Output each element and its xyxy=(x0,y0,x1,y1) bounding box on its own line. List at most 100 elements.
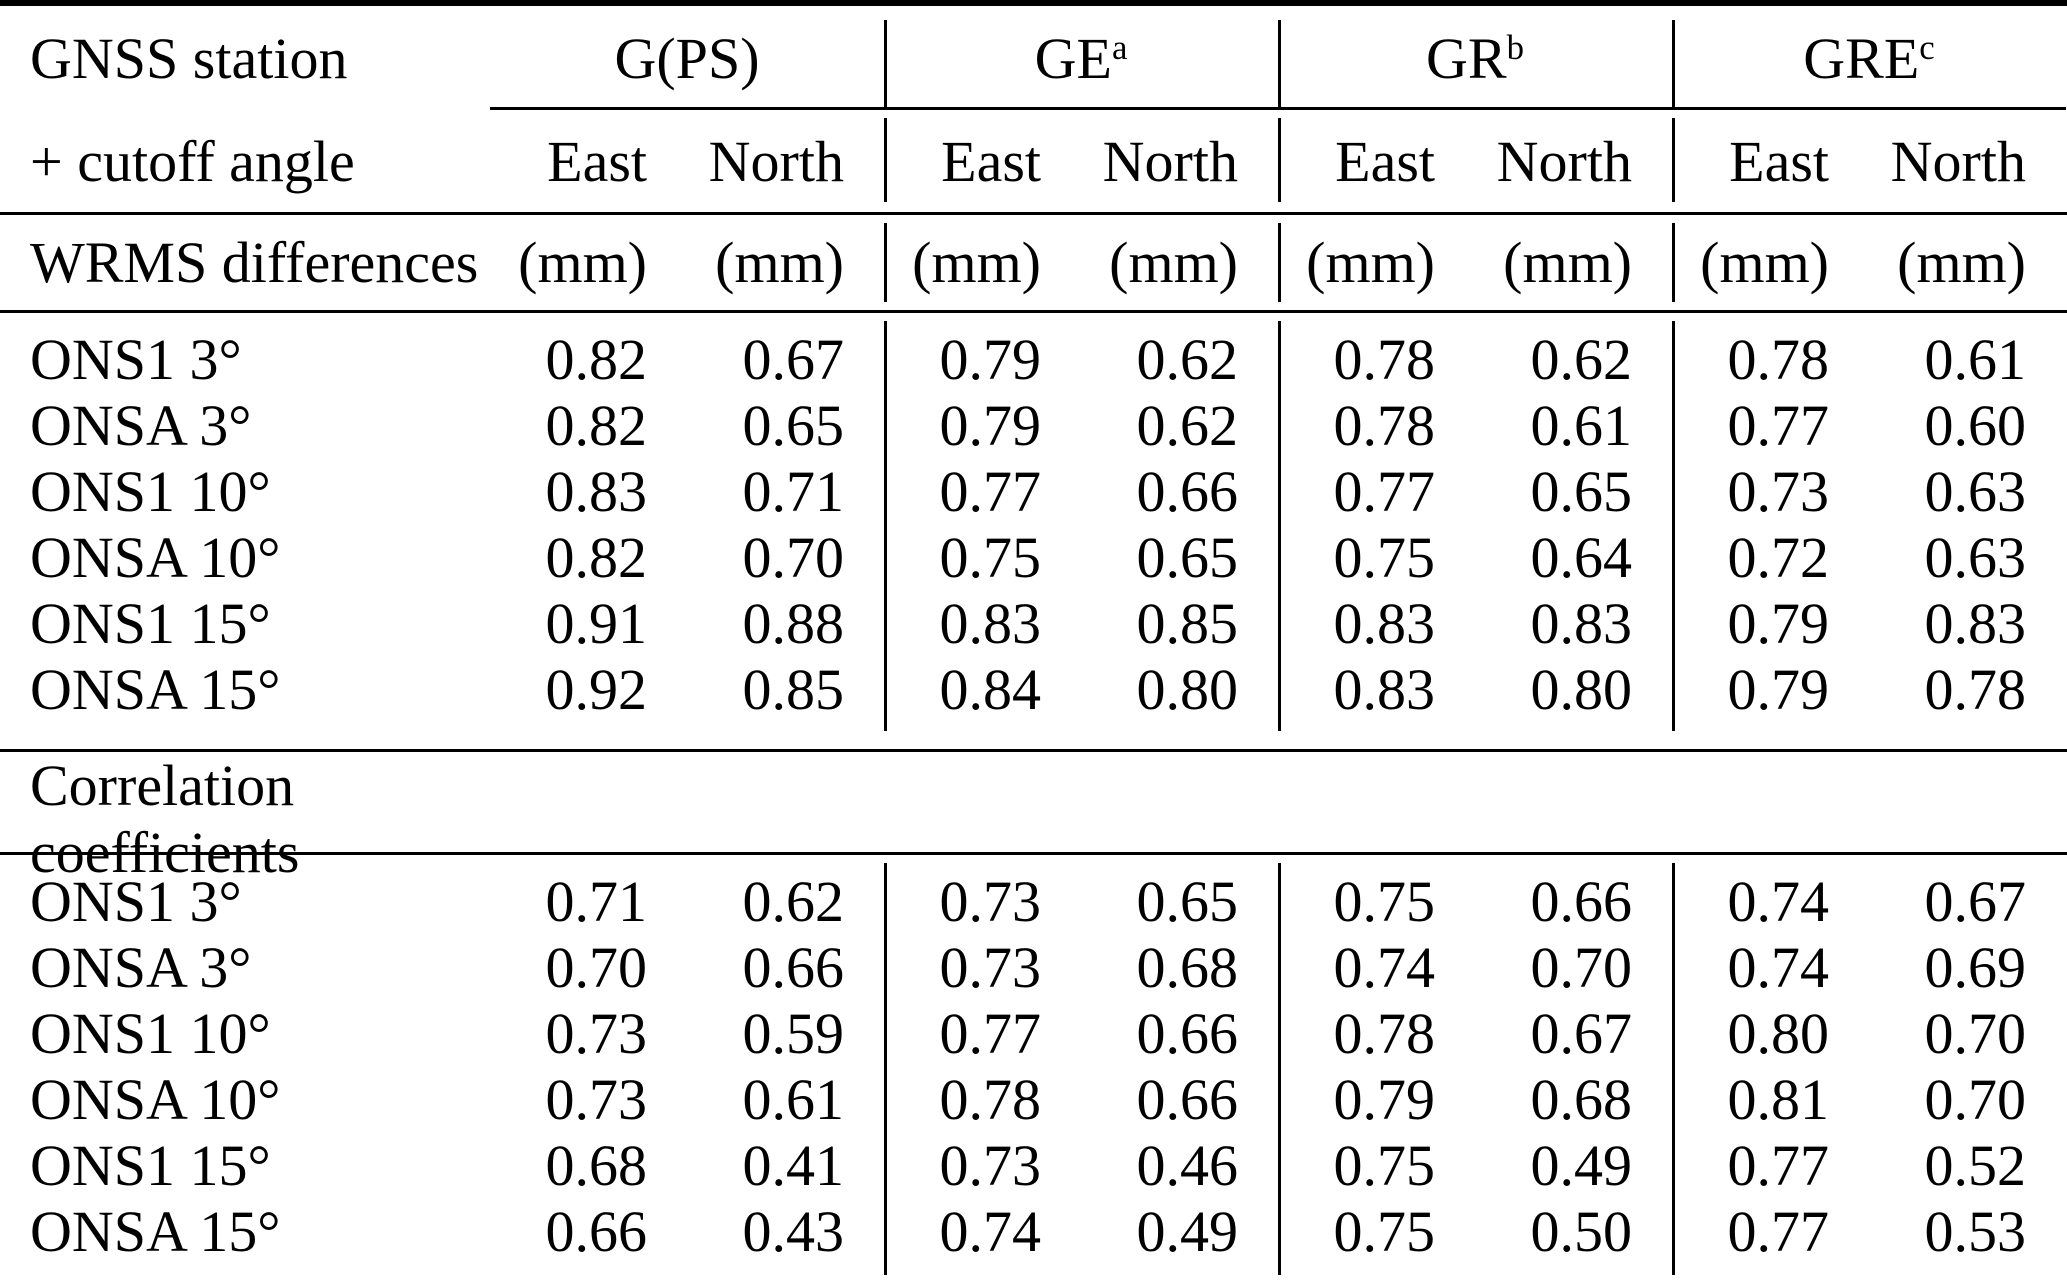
value-cell: 0.79 xyxy=(1727,591,1830,656)
unit-cell: (mm) xyxy=(1306,230,1435,295)
value-cell: 0.92 xyxy=(545,657,648,722)
subheader-east: East xyxy=(941,128,1041,194)
row-label: ONS1 10° xyxy=(30,459,271,524)
value-cell: 0.67 xyxy=(1924,869,2027,934)
subheader-separator-1 xyxy=(884,118,887,202)
section-0-top-rule xyxy=(0,212,2067,215)
value-cell: 0.79 xyxy=(939,393,1042,458)
group-header-gr: GRb xyxy=(1278,25,1672,92)
value-cell: 0.49 xyxy=(1136,1199,1239,1264)
value-cell: 0.72 xyxy=(1727,525,1830,590)
value-cell: 0.73 xyxy=(939,935,1042,1000)
value-cell: 0.84 xyxy=(939,657,1042,722)
row-label: ONS1 3° xyxy=(30,869,242,934)
corner-header-line1: GNSS station xyxy=(30,25,348,91)
unit-cell: (mm) xyxy=(518,230,647,295)
value-cell: 0.73 xyxy=(1727,459,1830,524)
value-cell: 0.71 xyxy=(742,459,845,524)
section-title: WRMS differences xyxy=(30,230,479,295)
value-cell: 0.78 xyxy=(939,1067,1042,1132)
value-cell: 0.43 xyxy=(742,1199,845,1264)
group-header-gps: G(PS) xyxy=(490,25,884,92)
value-cell: 0.75 xyxy=(1333,869,1436,934)
unit-cell: (mm) xyxy=(1897,230,2026,295)
section-1-bottom-rule xyxy=(0,852,2067,855)
value-cell: 0.82 xyxy=(545,393,648,458)
value-cell: 0.83 xyxy=(1333,591,1436,656)
value-cell: 0.62 xyxy=(1136,327,1239,392)
value-cell: 0.80 xyxy=(1530,657,1633,722)
value-cell: 0.62 xyxy=(742,869,845,934)
table-row: ONS1 15° 0.91 0.88 0.83 0.85 0.83 0.83 0.79 0.83 xyxy=(0,591,2067,657)
value-cell: 0.60 xyxy=(1924,393,2027,458)
row-label: ONSA 10° xyxy=(30,525,281,590)
value-cell: 0.91 xyxy=(545,591,648,656)
value-cell: 0.74 xyxy=(1727,935,1830,1000)
group-label: GR xyxy=(1426,25,1507,91)
subheader-east: East xyxy=(1729,128,1829,194)
value-cell: 0.67 xyxy=(742,327,845,392)
value-cell: 0.66 xyxy=(1136,459,1239,524)
top-rule xyxy=(0,0,2067,6)
section-title-row: WRMS differences (mm) (mm) (mm) (mm) (mm) (mm)… xyxy=(0,215,2067,310)
subheader-separator-2 xyxy=(1278,118,1281,202)
unit-cell: (mm) xyxy=(715,230,844,295)
data-section-separator-2 xyxy=(1278,321,1281,731)
value-cell: 0.66 xyxy=(1530,869,1633,934)
data-section-separator-3 xyxy=(1672,863,1675,1275)
group-label: G(PS) xyxy=(614,25,760,91)
subheader-row: + cutoff angle East North East North East Nor… xyxy=(0,110,2067,212)
group-header-gre: GREc xyxy=(1672,25,2066,92)
value-cell: 0.78 xyxy=(1333,393,1436,458)
value-cell: 0.74 xyxy=(1333,935,1436,1000)
data-section-separator-1 xyxy=(884,321,887,731)
value-cell: 0.79 xyxy=(939,327,1042,392)
value-cell: 0.79 xyxy=(1727,657,1830,722)
value-cell: 0.67 xyxy=(1530,1001,1633,1066)
section-0-bottom-rule xyxy=(0,310,2067,313)
table-row: ONSA 3° 0.82 0.65 0.79 0.62 0.78 0.61 0.77 0.60 xyxy=(0,393,2067,459)
value-cell: 0.75 xyxy=(1333,1133,1436,1198)
value-cell: 0.52 xyxy=(1924,1133,2027,1198)
value-cell: 0.59 xyxy=(742,1001,845,1066)
group-underline-rule xyxy=(490,107,2066,110)
subheader-north: North xyxy=(1102,128,1238,194)
value-cell: 0.75 xyxy=(1333,1199,1436,1264)
group-header-separator-2 xyxy=(1278,20,1281,107)
row-label: ONSA 3° xyxy=(30,393,252,458)
value-cell: 0.73 xyxy=(939,869,1042,934)
value-cell: 0.77 xyxy=(1727,393,1830,458)
table-row: ONS1 3° 0.71 0.62 0.73 0.65 0.75 0.66 0.74 0.67 xyxy=(0,869,2067,935)
value-cell: 0.63 xyxy=(1924,459,2027,524)
unit-row-separator-2 xyxy=(1278,223,1281,302)
table-row: ONSA 10° 0.73 0.61 0.78 0.66 0.79 0.68 0.81 0.70 xyxy=(0,1067,2067,1133)
value-cell: 0.73 xyxy=(939,1133,1042,1198)
data-section-separator-3 xyxy=(1672,321,1675,731)
group-label: GE xyxy=(1034,25,1112,91)
value-cell: 0.49 xyxy=(1530,1133,1633,1198)
group-label: GRE xyxy=(1803,25,1920,91)
value-cell: 0.66 xyxy=(742,935,845,1000)
value-cell: 0.74 xyxy=(1727,869,1830,934)
section-title: Correlation coefficients xyxy=(30,753,300,885)
row-label: ONS1 15° xyxy=(30,591,271,656)
value-cell: 0.75 xyxy=(1333,525,1436,590)
table-row: ONSA 3° 0.70 0.66 0.73 0.68 0.74 0.70 0.74 0.69 xyxy=(0,935,2067,1001)
subheader-separator-3 xyxy=(1672,118,1675,202)
value-cell: 0.71 xyxy=(545,869,648,934)
value-cell: 0.61 xyxy=(1924,327,2027,392)
value-cell: 0.83 xyxy=(545,459,648,524)
value-cell: 0.70 xyxy=(742,525,845,590)
value-cell: 0.82 xyxy=(545,327,648,392)
table-row: ONSA 10° 0.82 0.70 0.75 0.65 0.75 0.64 0.72 0.63 xyxy=(0,525,2067,591)
unit-cell: (mm) xyxy=(912,230,1041,295)
value-cell: 0.78 xyxy=(1924,657,2027,722)
value-cell: 0.62 xyxy=(1530,327,1633,392)
value-cell: 0.88 xyxy=(742,591,845,656)
subheader-east: East xyxy=(1335,128,1435,194)
row-label: ONSA 10° xyxy=(30,1067,281,1132)
value-cell: 0.50 xyxy=(1530,1199,1633,1264)
value-cell: 0.61 xyxy=(742,1067,845,1132)
data-section-separator-2 xyxy=(1278,863,1281,1275)
group-footnote-mark: a xyxy=(1111,27,1128,67)
